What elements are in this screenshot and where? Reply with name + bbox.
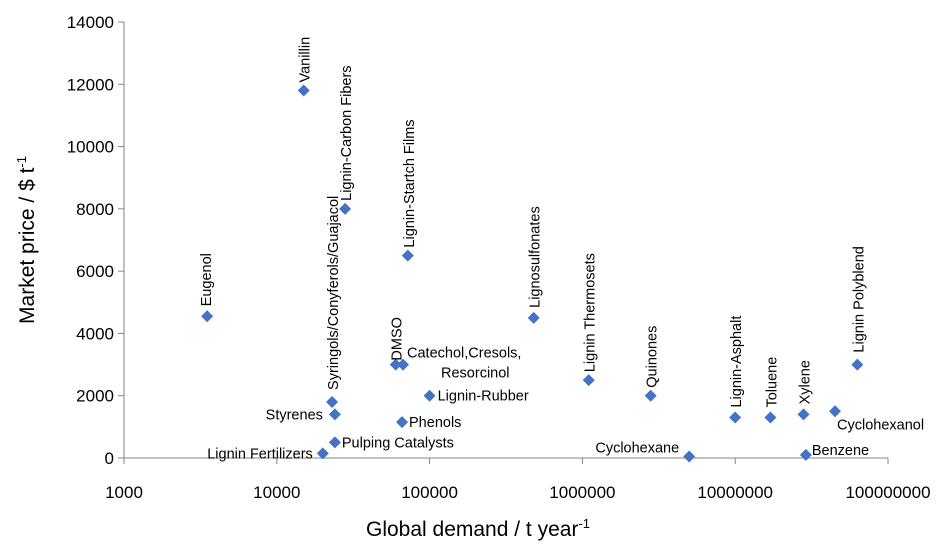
point-label: Lignin-Carbon Fibers — [339, 65, 355, 200]
x-tick-label: 100000 — [401, 483, 458, 502]
point-label-line2: Resorcinol — [441, 366, 510, 382]
data-point — [799, 448, 812, 461]
point-label: Styrenes — [266, 407, 323, 423]
data-point — [328, 436, 341, 449]
data-point — [527, 311, 540, 324]
data-point — [764, 411, 777, 424]
data-point — [829, 405, 842, 418]
data-point — [326, 395, 339, 408]
x-tick-label: 1000000 — [549, 483, 615, 502]
data-point — [316, 447, 329, 460]
point-label: Lignin Polyblend — [851, 246, 867, 352]
data-point — [644, 389, 657, 402]
data-point — [683, 450, 696, 463]
point-label: Lignin-Startch Films — [402, 119, 418, 247]
data-point — [729, 411, 742, 424]
point-label: Quinones — [645, 326, 661, 388]
y-tick-label: 0 — [105, 449, 114, 468]
data-point — [396, 416, 409, 429]
point-label: Eugenol — [199, 253, 215, 306]
x-tick-label: 100000000 — [845, 483, 930, 502]
y-tick-label: 2000 — [76, 387, 114, 406]
point-label: Lignin-Asphalt — [729, 316, 745, 408]
data-point — [297, 84, 310, 97]
point-label: DMSO — [390, 317, 406, 361]
data-point — [201, 310, 214, 323]
data-point — [797, 408, 810, 421]
y-tick-label: 4000 — [76, 324, 114, 343]
axes — [118, 21, 889, 464]
point-label: Catechol,Cresols, — [407, 346, 521, 362]
point-label: Cyclohexanol — [837, 417, 924, 433]
y-tick-label: 12000 — [67, 75, 114, 94]
point-labels: Vanillin Lignin-Carbon Fibers Lignin-Start… — [199, 37, 924, 463]
y-tick-label: 6000 — [76, 262, 114, 281]
point-label: Cyclohexane — [595, 440, 679, 456]
data-point — [328, 408, 341, 421]
y-tick-label: 8000 — [76, 200, 114, 219]
point-label: Lignin-Rubber — [438, 389, 529, 405]
y-tick-label: 10000 — [67, 138, 114, 157]
x-tick-label: 10000 — [253, 483, 300, 502]
point-label: Phenols — [409, 415, 461, 431]
data-point — [397, 358, 410, 371]
y-axis-title: Market price / $ t-1 — [14, 156, 39, 324]
point-label: Lignin Thermosets — [583, 253, 599, 372]
x-tick-label: 10000000 — [697, 483, 773, 502]
point-label: Lignin Fertilizers — [207, 446, 313, 462]
data-point — [339, 202, 352, 215]
data-point — [389, 358, 402, 371]
point-label: Toluene — [764, 357, 780, 408]
point-label: Lignosulfonates — [528, 206, 544, 308]
point-label: Pulping Catalysts — [342, 435, 454, 451]
x-axis-title: Global demand / t year-1 — [366, 516, 590, 541]
point-label: Benzene — [812, 443, 869, 459]
data-point — [851, 358, 864, 371]
y-tick-label: 14000 — [67, 13, 114, 32]
data-point — [423, 389, 436, 402]
point-label: Xylene — [798, 360, 814, 404]
point-label: Syringols/Conyferols/Guajacol — [326, 196, 342, 390]
x-tick-label: 1000 — [105, 483, 143, 502]
data-point — [401, 249, 414, 262]
tick-labels: 0 2000 4000 6000 8000 10000 12000 14000 1000 1000… — [67, 13, 931, 502]
data-point — [582, 374, 595, 387]
point-label: Vanillin — [298, 37, 314, 83]
data-points — [201, 84, 864, 463]
